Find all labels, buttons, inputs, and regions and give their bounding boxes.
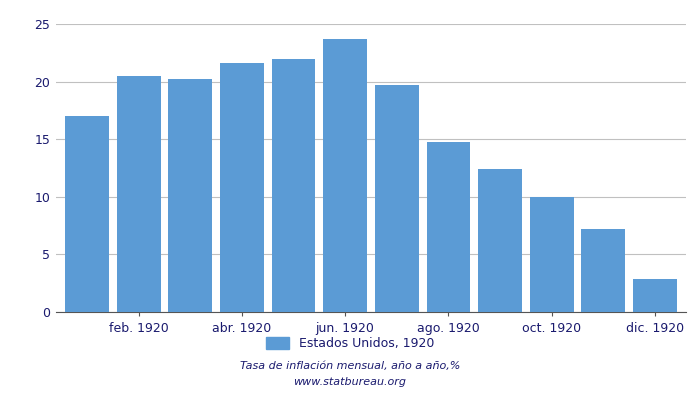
Bar (65, 116, 109, 312)
Text: www.statbureau.org: www.statbureau.org (293, 377, 407, 387)
Bar (375, 85, 419, 312)
Bar (168, 79, 212, 312)
Bar (478, 169, 522, 312)
Bar (272, 58, 316, 312)
Bar (117, 76, 160, 312)
Bar (426, 142, 470, 312)
Bar (530, 197, 574, 312)
Bar (220, 63, 264, 312)
Legend: Estados Unidos, 1920: Estados Unidos, 1920 (261, 332, 439, 355)
Bar (582, 229, 625, 312)
Bar (323, 39, 367, 312)
Text: Tasa de inflación mensual, año a año,%: Tasa de inflación mensual, año a año,% (240, 361, 460, 371)
Bar (633, 278, 677, 312)
